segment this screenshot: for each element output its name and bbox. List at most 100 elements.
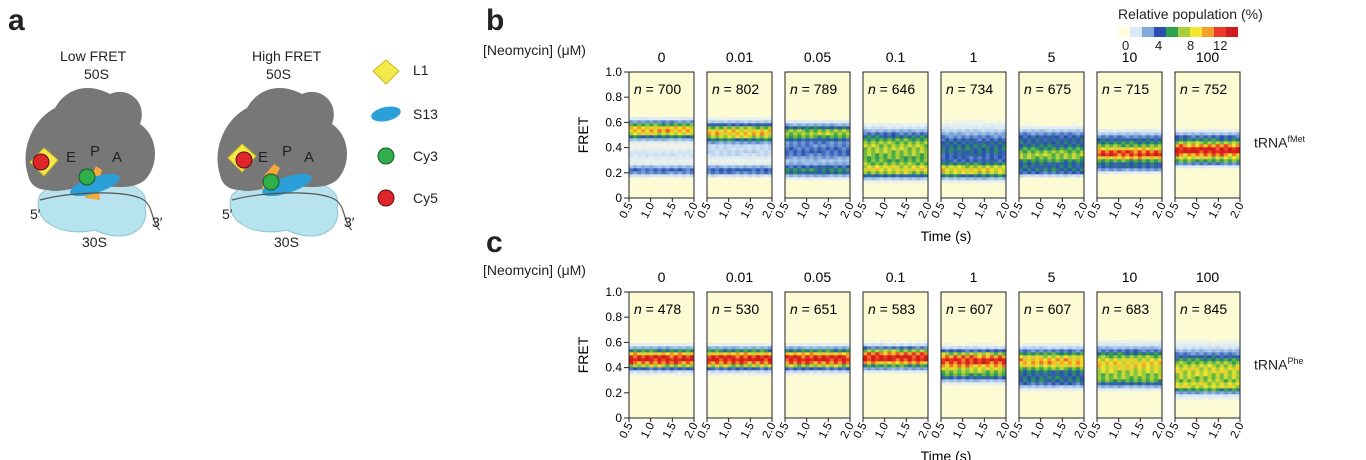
heatmap-cell <box>1001 156 1007 160</box>
heatmap-cell <box>911 141 917 145</box>
heatmap-cell <box>1039 168 1044 172</box>
heatmap-cell <box>673 132 679 136</box>
heatmap-cell <box>1001 343 1007 347</box>
heatmap-cell <box>1043 373 1048 377</box>
heatmap-cell <box>1141 147 1147 151</box>
heatmap-cell <box>833 352 839 356</box>
heatmap-cell <box>875 352 880 356</box>
heatmap-cell <box>1035 382 1040 386</box>
heatmap-cell <box>739 174 744 178</box>
heatmap-cell <box>813 361 818 365</box>
heatmap-cell <box>1183 165 1188 169</box>
high-fret-title: High FRET <box>252 48 322 64</box>
heatmap-cell <box>911 358 917 362</box>
heatmap-cell <box>833 141 839 145</box>
heatmap-cell <box>1067 358 1073 362</box>
heatmap-cell <box>1051 156 1056 160</box>
heatmap-cell <box>1207 346 1212 350</box>
heatmap-cell <box>1039 129 1044 133</box>
heatmap-cell <box>1199 135 1204 139</box>
heatmap-cell <box>809 370 814 374</box>
heatmap-cell <box>899 141 904 145</box>
heatmap-cell <box>1195 379 1200 383</box>
heatmap-cell <box>1125 150 1130 154</box>
heatmap-cell <box>1027 382 1032 386</box>
heatmap-cell <box>661 156 666 160</box>
heatmap-cell <box>1043 376 1048 380</box>
heatmap-cell <box>809 358 814 362</box>
heatmap-cell <box>1071 153 1077 157</box>
heatmap-cell <box>887 147 892 151</box>
heatmap-cell <box>657 168 662 172</box>
heatmap-cell <box>841 168 847 172</box>
heatmap-cell <box>1125 379 1130 383</box>
heatmap-cell <box>973 165 978 169</box>
heatmap-cell <box>637 162 642 166</box>
heatmap-cell <box>1199 370 1204 374</box>
heatmap-cell <box>833 147 839 151</box>
heatmap-cell <box>1141 153 1147 157</box>
heatmap-cell <box>867 129 872 133</box>
heatmap-cell <box>1101 346 1106 350</box>
heatmap-cell <box>977 126 982 130</box>
heatmap-cell <box>677 159 683 163</box>
heatmap-cell <box>923 174 929 178</box>
heatmap-cell <box>891 129 896 133</box>
heatmap-cell <box>1001 364 1007 368</box>
heatmap-cell <box>1109 346 1114 350</box>
heatmap-cell <box>1145 355 1151 359</box>
heatmap-cell <box>837 165 843 169</box>
heatmap-cell <box>867 147 872 151</box>
heatmap-cell <box>785 171 790 175</box>
heatmap-cell <box>949 156 954 160</box>
heatmap-cell <box>1199 138 1204 142</box>
heatmap-cell <box>981 162 986 166</box>
heatmap-cell <box>1101 361 1106 365</box>
heatmap-cell <box>685 174 691 178</box>
heatmap-cell <box>1231 135 1237 139</box>
heatmap-cell <box>883 355 888 359</box>
heatmap-cell <box>685 126 691 130</box>
heatmap-cell <box>1223 367 1229 371</box>
heatmap-cell <box>649 352 654 356</box>
heatmap-cell <box>973 346 978 350</box>
heatmap-cell <box>719 364 724 368</box>
heatmap-cell <box>645 364 650 368</box>
heatmap-cell <box>837 135 843 139</box>
heatmap-cell <box>903 180 908 184</box>
heatmap-cell <box>1175 153 1180 157</box>
x-tick-label: 0.5 <box>774 201 792 221</box>
heatmap-cell <box>1191 346 1196 350</box>
heatmap-cell <box>875 138 880 142</box>
heatmap-cell <box>833 120 839 124</box>
heatmap-cell <box>911 165 917 169</box>
heatmap-cell <box>723 355 728 359</box>
heatmap-cell <box>977 364 982 368</box>
heatmap-cell <box>911 156 917 160</box>
heatmap-cell <box>1023 367 1028 371</box>
heatmap-cell <box>1149 132 1155 136</box>
heatmap-cell <box>673 349 679 353</box>
heatmap-cell <box>1137 343 1142 347</box>
heatmap-cell <box>1141 376 1147 380</box>
heatmap-cell <box>735 132 740 136</box>
heatmap-cell <box>915 156 921 160</box>
heatmap-cell <box>1105 373 1110 377</box>
heatmap-cell <box>1195 340 1200 344</box>
heatmap-cell <box>759 159 765 163</box>
heatmap-cell <box>863 138 868 142</box>
heatmap-cell <box>727 346 732 350</box>
heatmap-frame <box>1096 71 1163 199</box>
heatmap-cell <box>949 174 954 178</box>
heatmap-cell <box>1227 355 1233 359</box>
heatmap-cell <box>785 355 790 359</box>
heatmap-cell <box>1195 129 1200 133</box>
heatmap-cell <box>1067 171 1073 175</box>
heatmap-cell <box>641 150 646 154</box>
heatmap-cell <box>891 370 896 374</box>
heatmap-cell <box>665 352 670 356</box>
heatmap-cell <box>997 144 1003 148</box>
heatmap-cell <box>1235 373 1241 377</box>
heatmap-cell <box>883 138 888 142</box>
heatmap-cell <box>637 174 642 178</box>
